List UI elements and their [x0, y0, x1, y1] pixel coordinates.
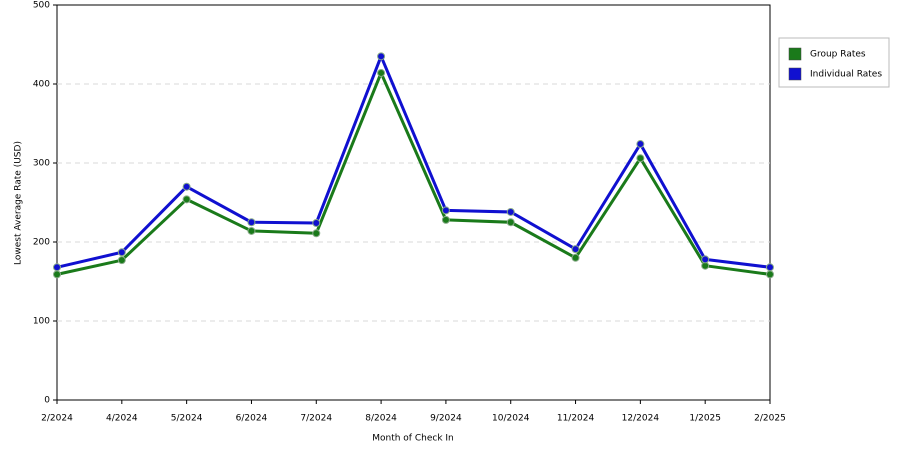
x-axis-label: Month of Check In	[372, 434, 454, 444]
legend-label: Group Rates	[810, 50, 866, 60]
x-tick-label: 1/2025	[689, 414, 721, 424]
x-tick-label: 7/2024	[300, 414, 332, 424]
x-tick-label: 8/2024	[365, 414, 397, 424]
data-point	[636, 154, 645, 163]
x-tick-label: 5/2024	[171, 414, 203, 424]
data-point	[182, 195, 191, 204]
data-point	[182, 182, 191, 191]
data-point	[441, 215, 450, 224]
data-point	[701, 255, 710, 264]
y-tick-label: 500	[33, 1, 50, 11]
y-axis-label: Lowest Average Rate (USD)	[14, 141, 24, 265]
data-point	[506, 207, 515, 216]
data-point	[53, 270, 61, 279]
data-point	[766, 270, 774, 279]
y-tick-label: 200	[33, 238, 50, 248]
plot-area	[56, 4, 771, 401]
series-line	[56, 71, 771, 276]
y-tick-label: 300	[33, 159, 50, 169]
legend-label: Individual Rates	[810, 70, 882, 80]
legend-swatch	[788, 67, 802, 81]
data-point	[441, 206, 450, 215]
legend-swatch	[788, 47, 802, 61]
data-point	[377, 68, 386, 77]
data-point	[766, 263, 774, 272]
y-tick-label: 400	[33, 80, 50, 90]
x-tick-label: 2/2025	[754, 414, 786, 424]
data-point	[53, 263, 61, 272]
series-line	[56, 54, 771, 269]
x-tick-label: 2/2024	[41, 414, 73, 424]
x-tick-label: 11/2024	[557, 414, 595, 424]
data-point	[247, 226, 256, 235]
x-tick-label: 12/2024	[622, 414, 660, 424]
data-point	[117, 256, 126, 265]
data-point	[117, 248, 126, 257]
data-point	[312, 219, 321, 228]
y-tick-label: 100	[33, 317, 50, 327]
x-tick-label: 4/2024	[106, 414, 138, 424]
data-point	[571, 253, 580, 262]
x-tick-label: 9/2024	[430, 414, 462, 424]
data-point	[571, 245, 580, 254]
x-tick-label: 10/2024	[492, 414, 530, 424]
data-point	[636, 140, 645, 149]
data-point	[377, 52, 386, 61]
x-tick-label: 6/2024	[236, 414, 268, 424]
data-point	[506, 218, 515, 227]
y-tick-label: 0	[44, 396, 50, 406]
data-point	[312, 229, 321, 238]
data-point	[247, 218, 256, 227]
